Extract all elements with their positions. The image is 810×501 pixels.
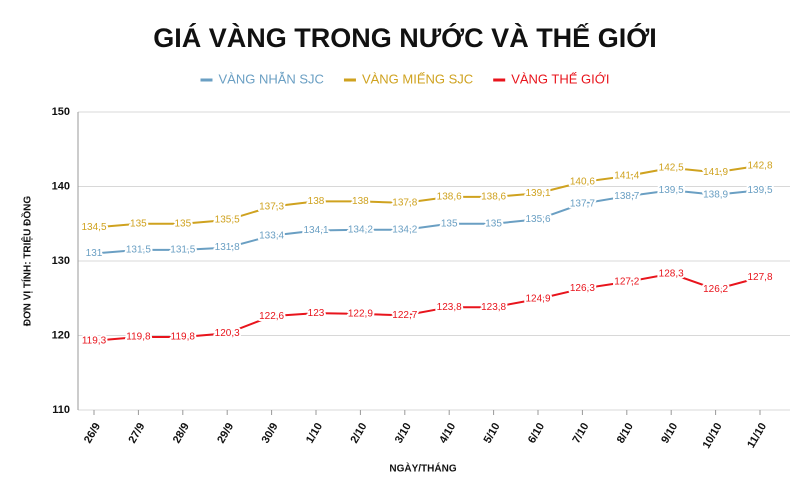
data-label: 133,4	[259, 230, 284, 241]
x-tick-label: 9/10	[659, 421, 680, 446]
y-tick-label: 140	[52, 180, 70, 192]
data-label: 138,7	[614, 191, 639, 202]
legend-label: VÀNG THẾ GIỚI	[511, 71, 609, 86]
data-label: 126,3	[570, 283, 595, 294]
data-label: 123,8	[437, 302, 462, 313]
x-tick-label: 2/10	[348, 421, 369, 446]
data-label: 141,4	[614, 171, 639, 182]
x-tick-label: 1/10	[304, 421, 325, 446]
data-label: 135,6	[525, 214, 550, 225]
legend-label: VÀNG NHẪN SJC	[218, 71, 323, 86]
x-tick-label: 5/10	[482, 421, 503, 446]
data-label: 134,2	[392, 224, 417, 235]
data-label: 131	[86, 248, 103, 259]
data-label: 122,9	[348, 309, 373, 320]
data-label: 140,6	[570, 177, 595, 188]
data-label: 134,5	[81, 222, 106, 233]
x-tick-label: 30/9	[260, 421, 281, 446]
data-label: 135	[130, 218, 147, 229]
series-line	[93, 164, 761, 229]
data-label: 127,2	[614, 277, 639, 288]
data-label: 122,6	[259, 311, 284, 322]
data-label: 138,9	[703, 189, 728, 200]
data-label: 137,3	[259, 201, 284, 212]
data-label: 142,8	[747, 160, 772, 171]
x-tick-label: 4/10	[437, 421, 458, 446]
data-label: 134,2	[348, 224, 373, 235]
data-label: 119,8	[126, 332, 151, 343]
data-label: 135	[174, 218, 191, 229]
x-tick-label: 3/10	[393, 421, 414, 446]
data-label: 126,2	[703, 284, 728, 295]
data-label: 124,9	[525, 294, 550, 305]
data-label: 135	[441, 218, 458, 229]
y-tick-label: 110	[52, 404, 70, 416]
data-label: 138	[308, 196, 325, 207]
data-label: 123,8	[481, 302, 506, 313]
data-label: 142,5	[659, 163, 684, 174]
data-label: 131,5	[170, 244, 195, 255]
data-label: 127,8	[747, 272, 772, 283]
y-tick-label: 120	[52, 329, 70, 341]
data-label: 123	[308, 308, 325, 319]
x-tick-label: 29/9	[215, 421, 236, 446]
data-label: 134,1	[303, 225, 328, 236]
legend-label: VÀNG MIẾNG SJC	[362, 71, 473, 86]
x-tick-label: 10/10	[701, 421, 725, 451]
series-line	[93, 189, 761, 255]
legend: VÀNG NHẪN SJC VÀNG MIẾNG SJC VÀNG THẾ GIỚI	[200, 71, 610, 86]
data-label: 120,3	[215, 328, 240, 339]
data-label: 138,6	[437, 192, 462, 203]
data-label: 137,7	[570, 198, 595, 209]
x-tick-label: 7/10	[570, 421, 591, 446]
data-label: 128,3	[659, 268, 684, 279]
data-label: 141,9	[703, 167, 728, 178]
data-label: 119,3	[82, 335, 107, 346]
data-label: 139,5	[659, 185, 684, 196]
x-axis-label: NGÀY/THÁNG	[389, 462, 456, 475]
series-line	[93, 272, 761, 342]
data-label: 119,8	[171, 332, 196, 343]
x-tick-label: 11/10	[745, 421, 769, 450]
data-label: 139,5	[747, 185, 772, 196]
x-tick-label: 26/9	[82, 421, 103, 446]
data-label: 139,1	[525, 188, 550, 199]
data-label: 138,6	[481, 192, 506, 203]
y-tick-label: 150	[52, 106, 70, 118]
x-tick-label: 28/9	[171, 421, 192, 446]
data-label: 138	[352, 196, 369, 207]
data-label: 131,8	[215, 242, 240, 253]
x-tick-label: 6/10	[526, 421, 547, 446]
x-tick-label: 27/9	[126, 421, 147, 446]
data-label: 131,5	[126, 244, 151, 255]
data-label: 135,5	[215, 215, 240, 226]
data-label: 122,7	[392, 310, 417, 321]
x-tick-label: 8/10	[615, 421, 636, 446]
y-tick-label: 130	[52, 255, 70, 267]
y-axis-label: ĐƠN VỊ TÍNH: TRIỆU ĐỒNG	[21, 196, 34, 326]
chart-title: GIÁ VÀNG TRONG NƯỚC VÀ THẾ GIỚI	[153, 22, 656, 53]
data-label: 137,8	[392, 198, 417, 209]
data-label: 135	[485, 218, 502, 229]
